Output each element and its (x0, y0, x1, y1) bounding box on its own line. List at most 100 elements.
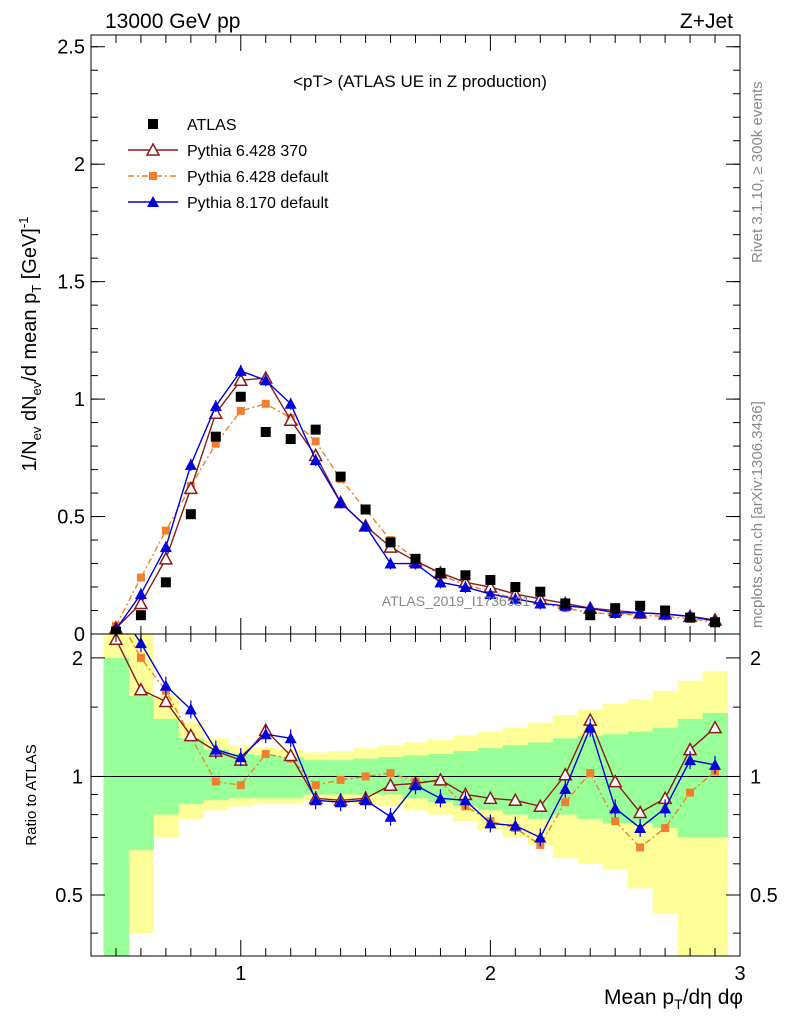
data-point (534, 597, 547, 609)
header-left: 13000 GeV pp (105, 10, 240, 33)
data-point (435, 567, 446, 578)
data-point (636, 843, 645, 852)
legend-label: Pythia 6.428 default (187, 169, 329, 186)
data-point (134, 588, 147, 600)
data-point (110, 601, 122, 612)
ratio-y-tick-label-right: 1 (750, 766, 761, 788)
data-point (558, 767, 573, 781)
data-point (234, 364, 247, 376)
band-inner-bin (103, 657, 129, 956)
data-point (159, 679, 172, 691)
data-point (434, 576, 447, 588)
data-point (710, 617, 721, 628)
data-point (233, 372, 249, 387)
ratio-y-tick-label: 1 (72, 766, 83, 788)
data-point (707, 720, 723, 734)
data-point (183, 728, 199, 742)
data-point (459, 581, 472, 593)
data-point (386, 769, 395, 778)
data-point (311, 781, 320, 790)
data-point (158, 693, 174, 708)
data-point (359, 519, 372, 531)
data-point (311, 437, 320, 446)
data-point (659, 802, 672, 814)
data-point (161, 526, 170, 535)
data-point (509, 819, 522, 831)
data-point (384, 557, 397, 569)
data-point (211, 777, 220, 786)
data-point (184, 703, 197, 715)
data-point (309, 794, 322, 806)
data-point (508, 792, 523, 807)
data-point (260, 426, 271, 437)
y-tick-label: 0.5 (57, 507, 85, 529)
data-point (634, 606, 647, 618)
data-point (509, 592, 522, 604)
legend-label: ATLAS (187, 117, 237, 134)
x-tick-label: 2 (485, 963, 496, 985)
data-point (684, 754, 697, 766)
y-tick-label: 2 (74, 154, 85, 176)
legend-item: Pythia 6.428 370 (128, 142, 307, 160)
data-point (160, 577, 171, 588)
x-tick-label: 1 (235, 963, 246, 985)
data-point (159, 541, 172, 553)
data-point (510, 582, 521, 593)
y-tick-label: 1.5 (57, 272, 85, 294)
data-point (686, 788, 695, 797)
series-atlas (110, 391, 721, 634)
legend-item: ATLAS (148, 117, 237, 134)
data-point (409, 779, 422, 791)
data-point (586, 769, 595, 778)
data-point (584, 721, 597, 733)
data-point (635, 600, 646, 611)
data-point (561, 798, 570, 807)
xlabel: Mean pT/dη dφ (604, 986, 743, 1012)
data-point (309, 454, 322, 466)
data-point (434, 792, 447, 804)
data-point (259, 374, 272, 386)
main-panel: 0 0.5 1 1.5 2 2.5 <pT> (ATLAS UE in Z product… (57, 34, 741, 646)
data-point (611, 817, 620, 826)
data-point (385, 537, 396, 548)
data-point (383, 777, 398, 791)
data-point (634, 821, 647, 833)
legend-label: Pythia 8.170 default (187, 195, 329, 212)
ratio-y-tick-label-right: 2 (750, 648, 761, 670)
data-point (610, 603, 621, 614)
legend-label: Pythia 6.428 370 (187, 143, 307, 160)
data-point (310, 424, 321, 435)
legend-marker (147, 196, 159, 207)
data-point (133, 682, 149, 696)
data-point (609, 802, 622, 814)
data-point (336, 775, 345, 784)
data-point (211, 439, 220, 448)
data-point (136, 573, 145, 582)
y-tick-label: 0 (74, 624, 85, 646)
data-point (484, 817, 497, 829)
ratio-panel: 0.5 0.5 1 1 2 2 1 2 3 (55, 601, 778, 985)
data-point (283, 747, 298, 762)
data-point (685, 612, 696, 623)
data-point (585, 610, 596, 621)
data-point (533, 798, 548, 813)
legend-marker (149, 172, 157, 180)
legend-marker (148, 119, 158, 129)
data-point (632, 804, 648, 819)
data-point (184, 458, 197, 470)
y-tick-label: 1 (74, 389, 85, 411)
legend-item: Pythia 6.428 default (128, 169, 329, 186)
legend-marker (145, 142, 161, 156)
data-point (607, 774, 623, 788)
data-point (235, 391, 246, 402)
data-point (359, 794, 372, 806)
data-point (209, 400, 222, 412)
data-point (560, 598, 571, 609)
data-point (483, 790, 498, 805)
data-point (284, 732, 297, 744)
data-point (261, 750, 270, 759)
ratio-y-tick-label: 2 (72, 648, 83, 670)
data-point (133, 595, 149, 610)
data-point (459, 794, 472, 806)
data-point (134, 637, 147, 649)
